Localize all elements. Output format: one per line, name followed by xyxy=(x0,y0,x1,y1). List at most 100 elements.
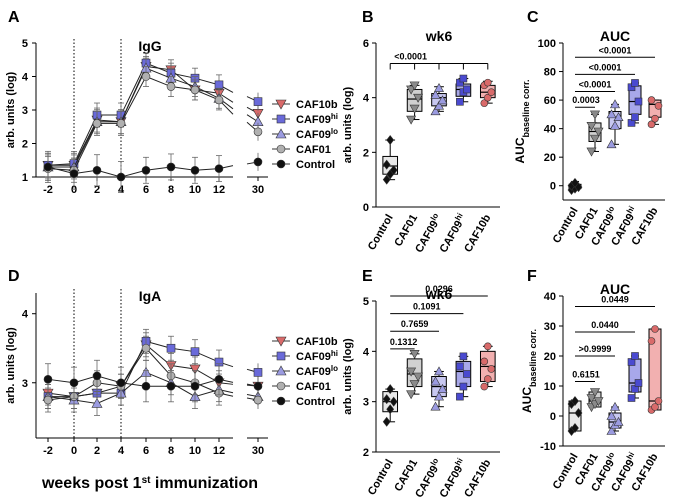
x-tick-label: 30 xyxy=(252,184,264,196)
y-tick-label: 2 xyxy=(22,139,28,151)
data-point xyxy=(480,99,489,107)
legend-label: Control xyxy=(296,159,335,171)
data-point xyxy=(189,364,201,375)
data-point xyxy=(571,177,579,188)
chart-title: IgG xyxy=(138,38,161,54)
series-line-caf09lo xyxy=(47,371,220,404)
y-axis-label: arb. units (log) xyxy=(5,327,17,404)
legend-marker xyxy=(276,114,286,124)
y-tick-label: 40 xyxy=(544,124,556,136)
data-point xyxy=(430,401,441,411)
data-point xyxy=(483,78,492,87)
data-point xyxy=(214,95,224,105)
data-point xyxy=(409,350,420,359)
data-point xyxy=(190,166,200,175)
data-point xyxy=(166,381,176,391)
category-label: Control xyxy=(366,213,396,253)
data-point xyxy=(459,382,468,391)
data-point xyxy=(43,162,53,172)
x-axis-label: weeks post 1st immunization xyxy=(41,475,258,493)
y-tick-label: 20 xyxy=(544,152,556,164)
series-line-caf09lo xyxy=(48,67,220,168)
y-tick-label: 5 xyxy=(363,296,369,308)
x-tick-label: 10 xyxy=(189,445,201,457)
y-axis-label: arb. units (log) xyxy=(342,86,354,163)
data-point xyxy=(166,343,176,353)
p-value-label: <0.0001 xyxy=(579,80,612,90)
category-label: Control xyxy=(551,452,581,492)
data-point xyxy=(586,394,597,404)
legend-marker xyxy=(275,99,287,110)
x-tick-label: 6 xyxy=(143,445,149,457)
data-point xyxy=(609,401,621,411)
panel-letter-b: B xyxy=(362,9,374,26)
data-point xyxy=(456,362,464,371)
data-point xyxy=(409,380,420,390)
data-point xyxy=(214,80,224,90)
data-point xyxy=(43,395,53,405)
data-point xyxy=(413,93,424,103)
data-point xyxy=(253,368,263,377)
y-axis-label: AUCbaseline corr. xyxy=(520,329,538,413)
data-point xyxy=(389,396,398,407)
data-point xyxy=(382,159,391,170)
data-point xyxy=(382,174,391,185)
data-point xyxy=(463,85,471,94)
data-point xyxy=(437,95,448,105)
legend-marker xyxy=(276,144,286,154)
data-point xyxy=(651,325,659,333)
data-point xyxy=(634,379,643,387)
legend-label: CAF01 xyxy=(296,144,331,156)
data-point xyxy=(430,106,441,116)
legend-marker xyxy=(275,336,287,347)
x-tick-label: 4 xyxy=(118,445,125,457)
data-point xyxy=(386,135,395,146)
panel-letter-e: E xyxy=(362,268,373,285)
data-point xyxy=(406,390,417,400)
x-tick-label: 12 xyxy=(213,445,225,457)
data-point xyxy=(253,97,263,106)
panel-letter-f: F xyxy=(527,268,537,285)
data-point xyxy=(606,425,617,435)
y-tick-label: 60 xyxy=(544,95,556,107)
data-point xyxy=(141,166,151,175)
data-point xyxy=(253,157,263,167)
legend-marker xyxy=(276,351,286,361)
data-point xyxy=(654,397,663,405)
data-point xyxy=(487,365,496,373)
y-tick-label: 0 xyxy=(550,411,556,423)
y-tick-label: 4 xyxy=(363,346,370,358)
x-tick-label: 2 xyxy=(94,184,100,196)
data-point xyxy=(459,352,468,361)
data-point xyxy=(586,121,597,131)
data-point xyxy=(459,74,468,83)
data-point xyxy=(253,395,263,405)
data-point xyxy=(574,408,583,418)
data-point xyxy=(116,172,126,182)
y-tick-label: 100 xyxy=(538,38,556,50)
data-point xyxy=(571,423,579,433)
data-point xyxy=(69,378,79,388)
data-point xyxy=(166,82,176,91)
data-point xyxy=(593,127,604,137)
category-label: CAF10b xyxy=(462,457,493,497)
p-value-label: 0.0449 xyxy=(601,295,629,305)
data-point xyxy=(386,404,395,415)
data-point xyxy=(92,371,102,381)
data-point xyxy=(413,372,424,382)
data-point xyxy=(456,97,464,106)
data-point xyxy=(141,72,151,81)
data-point xyxy=(609,99,621,109)
data-point xyxy=(409,81,420,91)
legend-marker xyxy=(275,128,287,139)
y-tick-label: 3 xyxy=(22,105,28,117)
data-point xyxy=(483,342,492,351)
y-tick-label: 4 xyxy=(22,309,29,321)
p-value-label: 0.0296 xyxy=(425,284,453,294)
data-point xyxy=(92,119,102,128)
data-point xyxy=(593,397,604,407)
data-point xyxy=(631,352,639,360)
legend-label: CAF09lo xyxy=(296,364,338,379)
data-point xyxy=(91,397,103,408)
